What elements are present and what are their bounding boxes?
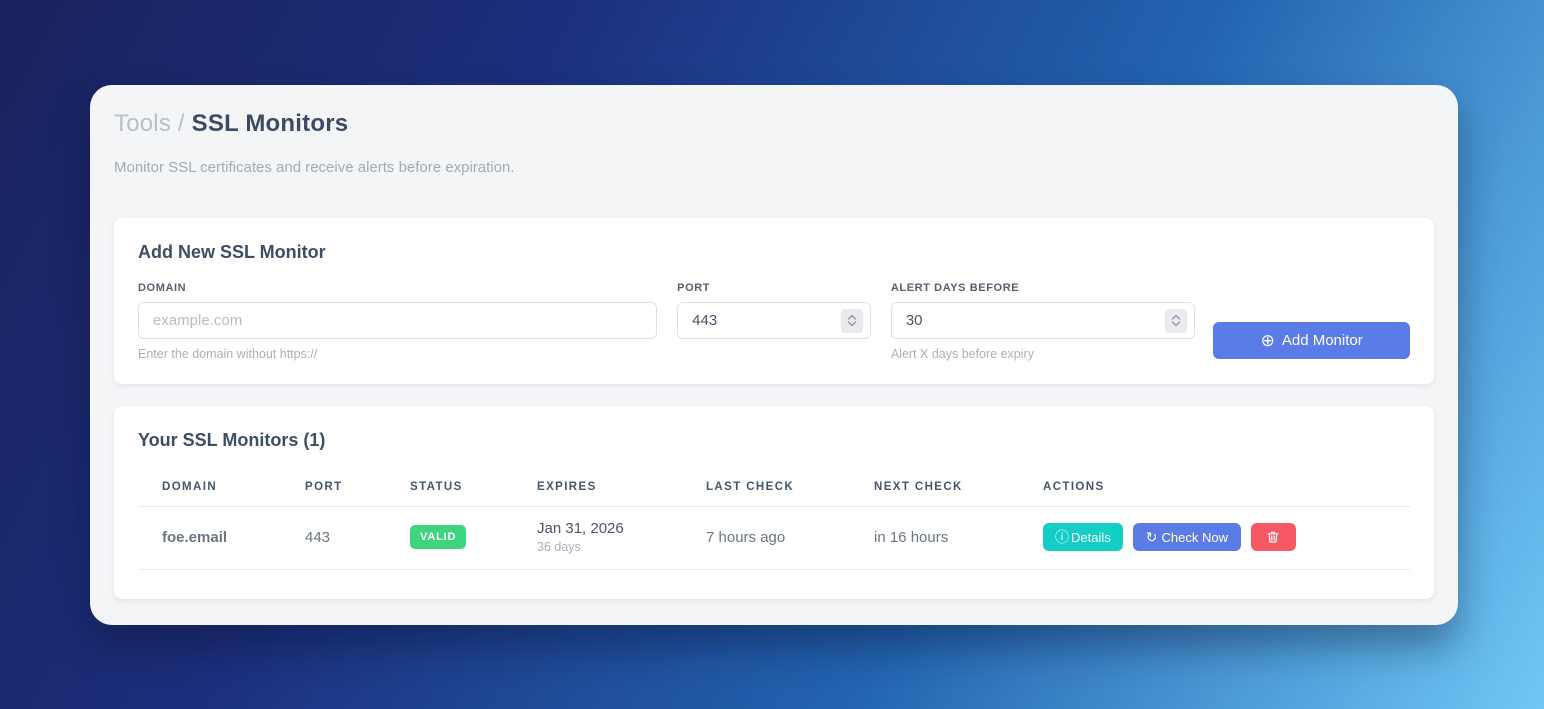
port-field-group: PORT [677,282,871,339]
refresh-icon: ↻ [1145,529,1158,545]
column-header-status: STATUS [386,468,513,507]
monitors-list-card: Your SSL Monitors (1) DOMAIN PORT STATUS… [114,406,1434,599]
monitor-last-check: 7 hours ago [682,506,850,570]
port-input[interactable] [677,302,871,339]
column-header-actions: ACTIONS [1019,468,1410,507]
info-circle-icon: ⓘ [1055,529,1069,545]
add-monitor-title: Add New SSL Monitor [138,242,326,262]
status-badge: VALID [410,525,467,549]
port-stepper[interactable] [840,308,863,333]
column-header-next-check: NEXT CHECK [850,468,1019,507]
column-header-expires: EXPIRES [513,468,682,507]
domain-hint: Enter the domain without https:// [138,347,318,361]
alert-days-stepper[interactable] [1165,308,1188,333]
plus-circle-icon: ⊕ [1260,331,1275,350]
monitor-expires-date: Jan 31, 2026 [537,520,624,537]
monitor-domain: foe.email [138,506,281,570]
add-monitor-form: DOMAIN Enter the domain without https://… [138,282,1410,361]
delete-button[interactable] [1250,523,1296,551]
trash-icon [1267,531,1280,543]
monitors-table: DOMAIN PORT STATUS EXPIRES LAST CHECK NE… [138,468,1410,570]
chevron-up-icon [847,314,857,320]
alert-days-label: ALERT DAYS BEFORE [890,282,1020,294]
monitor-port: 443 [281,506,386,570]
check-now-button[interactable]: ↻ Check Now [1132,523,1241,551]
monitor-next-check: in 16 hours [850,506,1019,570]
monitor-expires-days: 36 days [537,540,581,554]
column-header-domain: DOMAIN [138,468,281,507]
column-header-last-check: LAST CHECK [682,468,850,507]
domain-field-group: DOMAIN Enter the domain without https:// [138,282,658,361]
chevron-down-icon [1172,321,1181,327]
table-row: foe.email 443 VALID Jan 31, 2026 36 days… [138,506,1410,570]
page-title: SSL Monitors [191,110,349,137]
domain-label: DOMAIN [138,282,187,294]
domain-input[interactable] [138,302,658,339]
alert-days-hint: Alert X days before expiry [890,347,1034,361]
breadcrumb-tools-link[interactable]: Tools [114,110,172,137]
details-button-label: Details [1071,529,1111,545]
port-label: PORT [677,282,711,294]
chevron-up-icon [1172,314,1181,320]
breadcrumb-separator: / [177,110,185,137]
page-subtitle: Monitor SSL certificates and receive ale… [114,159,515,176]
details-button[interactable]: ⓘ Details [1043,523,1123,551]
add-monitor-card: Add New SSL Monitor DOMAIN Enter the dom… [114,218,1434,384]
check-now-button-label: Check Now [1161,529,1228,545]
main-panel: Tools / SSL Monitors Monitor SSL certifi… [90,85,1458,625]
chevron-down-icon [847,321,857,327]
row-actions: ⓘ Details ↻ Check Now [1043,523,1410,551]
add-monitor-button-label: Add Monitor [1281,332,1363,349]
alert-days-input[interactable] [890,302,1196,339]
column-header-port: PORT [281,468,386,507]
monitors-list-title: Your SSL Monitors (1) [138,430,326,450]
alert-days-field-group: ALERT DAYS BEFORE Alert X days before ex… [890,282,1196,361]
table-header-row: DOMAIN PORT STATUS EXPIRES LAST CHECK NE… [138,468,1410,507]
breadcrumb: Tools / SSL Monitors [114,110,1434,138]
add-monitor-button[interactable]: ⊕ Add Monitor [1213,322,1410,359]
